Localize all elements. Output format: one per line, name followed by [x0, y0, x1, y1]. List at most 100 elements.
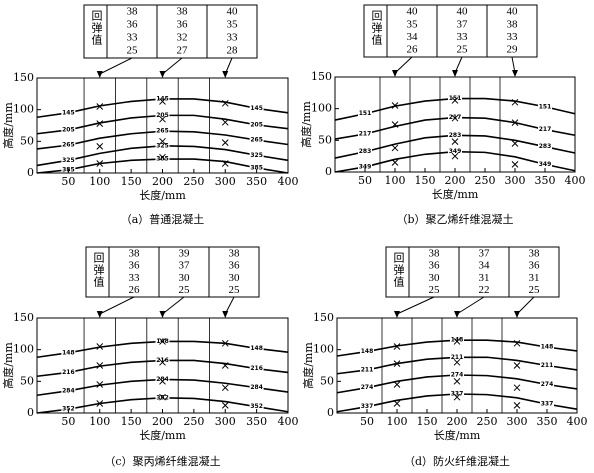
rebound-value: 25: [429, 284, 441, 296]
contour-label: 349: [359, 163, 372, 170]
marker: [391, 159, 399, 166]
contour-label-bg: [155, 95, 170, 103]
marker: [513, 339, 521, 347]
caption: （b）聚乙烯纤维混凝土: [396, 212, 513, 226]
marker: [159, 98, 166, 105]
arrow-head: [394, 311, 400, 318]
rebound-value: 33: [507, 31, 519, 43]
contour-label-bg: [249, 136, 264, 144]
marker: [221, 402, 229, 409]
rebound-value: 25: [179, 284, 191, 296]
contour-label: 145: [250, 105, 263, 112]
y-tick-label: 100: [311, 102, 332, 115]
y-tick-label: 50: [20, 374, 34, 387]
y-tick-label: 0: [27, 166, 34, 179]
contour-label-bg: [249, 121, 264, 129]
rebound-table: [385, 246, 560, 298]
contour-label-bg: [450, 353, 464, 361]
marker: [391, 121, 399, 128]
contour-label-bg: [450, 371, 464, 379]
marker: [513, 384, 521, 392]
rebound-table: [83, 4, 258, 59]
arrow: [162, 57, 183, 75]
marker: [513, 362, 521, 369]
contour-label-bg: [249, 164, 264, 172]
contour-label-bg: [249, 151, 264, 159]
rebound-value: 25: [127, 45, 139, 57]
contour-label-bg: [448, 131, 462, 139]
rebound-value: 25: [229, 284, 241, 296]
rebound-value: 33: [227, 32, 239, 44]
contour-label-bg: [155, 155, 170, 163]
marker: [159, 358, 166, 366]
x-tick-label: 350: [535, 174, 556, 187]
contour-label: 217: [359, 131, 372, 138]
contour-label-bg: [540, 400, 554, 408]
contour-label-bg: [61, 141, 76, 149]
rebound-value: 38: [127, 6, 139, 18]
marker: [513, 402, 521, 409]
y-tick-label: 0: [327, 406, 334, 419]
marker: [159, 115, 166, 123]
rebound-value: 38: [129, 248, 141, 260]
contour-label: 284: [156, 376, 169, 383]
rebound-value: 35: [407, 18, 419, 30]
rebound-value: 36: [529, 260, 541, 272]
x-axis-label: 长度/mm: [139, 188, 186, 202]
rebound-value: 36: [129, 260, 141, 272]
marker: [453, 377, 461, 385]
y-tick-label: 150: [13, 311, 34, 324]
x-tick-label: 50: [61, 175, 75, 188]
marker: [159, 153, 166, 161]
contour-label-bg: [538, 160, 552, 168]
rebound-value: 38: [507, 18, 519, 30]
rebound-table: [363, 4, 538, 58]
contour-label-bg: [360, 366, 374, 374]
arrow-head: [512, 70, 518, 77]
contour-label: 325: [250, 152, 263, 159]
contour-label: 151: [359, 110, 372, 117]
contour-label-bg: [360, 403, 374, 411]
x-tick-label: 300: [507, 415, 528, 428]
rebound-value: 40: [227, 6, 239, 18]
contour-label: 265: [62, 142, 75, 149]
marker: [511, 98, 519, 106]
x-tick-label: 150: [417, 415, 438, 428]
x-tick-label: 100: [89, 175, 110, 188]
marker: [221, 99, 229, 107]
contour-label: 151: [539, 103, 552, 110]
contour-label-bg: [358, 148, 372, 156]
marker: [391, 102, 399, 109]
arrow-head: [392, 70, 398, 77]
rebound-label: 回弹值: [92, 252, 105, 288]
x-tick-label: 350: [246, 415, 267, 428]
contour-label: 211: [361, 366, 374, 373]
rebound-value: 36: [127, 19, 139, 31]
contour-label-bg: [61, 109, 76, 117]
contour-label-bg: [61, 368, 76, 376]
rebound-value: 38: [177, 6, 189, 18]
rebound-value: 35: [227, 19, 239, 31]
arrow: [162, 296, 185, 315]
y-tick-label: 0: [325, 165, 332, 178]
x-tick-label: 150: [121, 175, 142, 188]
contour-label-bg: [540, 343, 554, 351]
contour-label: 274: [361, 384, 374, 391]
contour-label: 151: [449, 95, 462, 102]
contour-label-bg: [249, 104, 264, 112]
rebound-value: 40: [457, 6, 469, 18]
rebound-value: 30: [179, 272, 191, 284]
contour-label: 337: [361, 403, 374, 410]
marker: [221, 118, 229, 126]
rebound-value: 33: [127, 32, 139, 44]
contour-label: 325: [156, 142, 169, 149]
contour-label-bg: [540, 362, 554, 369]
contour-label: 284: [250, 384, 263, 391]
rebound-value: 37: [179, 260, 191, 272]
contour-label: 349: [539, 161, 552, 168]
rebound-value: 22: [479, 284, 490, 296]
x-tick-label: 250: [183, 415, 204, 428]
x-tick-label: 50: [360, 415, 374, 428]
arrow-head: [96, 71, 103, 78]
